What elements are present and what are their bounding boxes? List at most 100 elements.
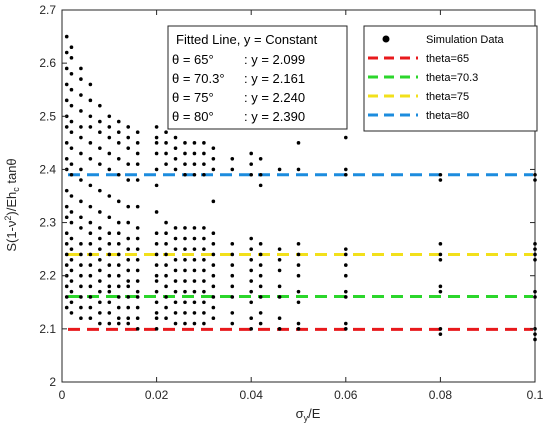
- data-point: [230, 157, 235, 161]
- data-point: [79, 135, 83, 140]
- data-point: [98, 311, 102, 315]
- data-point: [79, 125, 83, 129]
- data-point: [183, 268, 187, 273]
- data-point: [183, 289, 187, 294]
- data-point: [135, 289, 140, 294]
- data-point: [98, 130, 102, 135]
- data-point: [69, 210, 74, 214]
- data-point: [173, 167, 178, 172]
- data-point: [164, 295, 168, 299]
- data-point: [230, 321, 235, 326]
- data-point: [98, 257, 102, 262]
- data-point: [88, 157, 93, 161]
- data-point: [135, 305, 140, 310]
- data-point: [126, 236, 131, 241]
- annotation-row-value: : y = 2.099: [244, 52, 305, 67]
- data-point: [116, 295, 121, 299]
- data-point: [211, 231, 216, 235]
- data-point: [249, 279, 253, 283]
- data-point: [296, 273, 301, 278]
- data-point: [183, 172, 187, 177]
- data-point: [438, 172, 443, 177]
- data-point: [296, 263, 301, 267]
- data-point: [438, 252, 443, 257]
- x-axis-label: σy/E: [296, 406, 321, 423]
- data-point: [69, 268, 74, 273]
- y-tick-label: 2.7: [39, 3, 56, 17]
- data-point: [192, 236, 197, 241]
- data-point: [88, 220, 93, 225]
- data-point: [79, 316, 83, 321]
- data-point: [183, 321, 187, 326]
- data-point: [249, 247, 253, 251]
- data-point: [135, 247, 140, 251]
- data-point: [98, 210, 102, 214]
- data-point: [154, 300, 159, 305]
- data-point: [126, 204, 131, 209]
- data-point: [64, 263, 69, 267]
- data-point: [88, 125, 93, 129]
- data-point: [116, 284, 121, 289]
- data-point: [154, 231, 159, 235]
- data-point: [192, 247, 197, 251]
- data-point: [164, 305, 168, 310]
- data-point: [533, 242, 537, 246]
- data-point: [116, 252, 121, 257]
- data-point: [533, 332, 537, 336]
- data-point: [438, 178, 443, 182]
- data-point: [79, 151, 83, 156]
- data-point: [126, 295, 131, 299]
- data-point: [344, 167, 348, 172]
- data-point: [202, 268, 206, 273]
- data-point: [98, 146, 102, 150]
- data-point: [107, 194, 112, 198]
- data-point: [211, 295, 216, 299]
- data-point: [258, 295, 263, 299]
- data-point: [107, 231, 112, 235]
- data-point: [192, 289, 197, 294]
- data-point: [183, 151, 187, 156]
- data-point: [88, 114, 93, 119]
- data-point: [88, 183, 93, 188]
- data-point: [154, 273, 159, 278]
- data-point: [116, 316, 121, 321]
- data-point: [64, 82, 69, 87]
- data-point: [258, 273, 263, 278]
- data-point: [230, 311, 235, 315]
- legend-entry-label: theta=70.3: [426, 72, 478, 84]
- data-point: [98, 236, 102, 241]
- data-point: [344, 295, 348, 299]
- data-point: [79, 252, 83, 257]
- data-point: [64, 284, 69, 289]
- data-point: [79, 167, 83, 172]
- data-point: [135, 236, 140, 241]
- data-point: [230, 263, 235, 267]
- data-point: [296, 327, 301, 331]
- data-point: [79, 178, 83, 182]
- data-point: [69, 71, 74, 76]
- annotation-row-label: θ = 80°: [172, 109, 214, 124]
- data-point: [126, 125, 131, 129]
- data-point: [249, 289, 253, 294]
- data-point: [202, 321, 206, 326]
- data-point: [79, 93, 83, 97]
- data-point: [211, 305, 216, 310]
- annotation-row-value: : y = 2.240: [244, 90, 305, 105]
- data-point: [183, 226, 187, 230]
- data-point: [88, 284, 93, 289]
- data-point: [69, 257, 74, 262]
- annotation-row-value: : y = 2.390: [244, 109, 305, 124]
- data-point: [344, 321, 348, 326]
- data-point: [107, 311, 112, 315]
- data-point: [88, 295, 93, 299]
- data-point: [211, 167, 216, 172]
- data-point: [438, 284, 443, 289]
- data-point: [107, 125, 112, 129]
- y-tick-label: 2: [49, 375, 56, 389]
- data-point: [183, 247, 187, 251]
- data-point: [249, 300, 253, 305]
- data-point: [64, 188, 69, 193]
- data-point: [88, 273, 93, 278]
- data-point: [79, 295, 83, 299]
- data-point: [79, 77, 83, 81]
